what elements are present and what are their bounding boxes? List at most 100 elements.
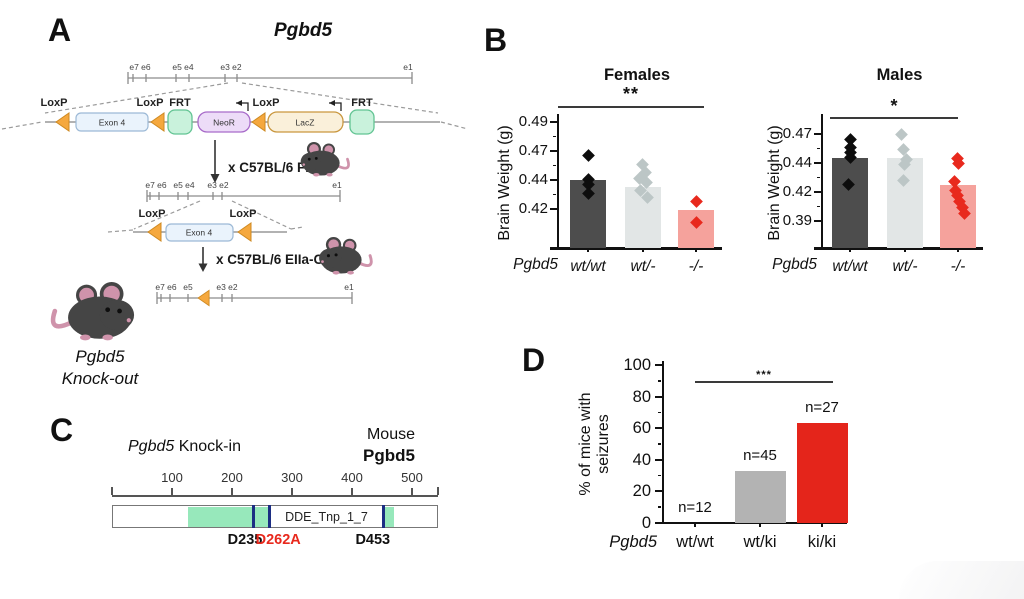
y-tick-mark [655,490,662,493]
x-category-label: wt/- [630,258,656,275]
protein-ruler-tick-label: 300 [281,470,303,485]
frt-label: FRT [169,97,191,109]
protein-ruler-tick [411,488,413,495]
protein-ruler-line [112,495,438,497]
knockout-mouse-illustration [53,282,134,340]
ruler3-exon-label: e7 e6 [155,282,177,292]
x-axis [814,246,983,250]
x-tick-mark [587,248,589,252]
zoom-dashed-lines-1 [1,82,469,130]
mutation-mark [382,505,386,528]
panel-d-label: D [522,342,546,378]
mutation-mark [251,505,255,528]
exon-ruler-3 [156,292,353,304]
loxp-site-icon [237,222,252,242]
y-tick-label: 0.44 [518,171,548,188]
protein-ruler-tick-label: 200 [221,470,243,485]
cross1-label: x C57BL/6 FLP [228,160,323,175]
knockin-title: Pgbd5 Knock-in [128,438,241,456]
cross2-label: x C57BL/6 EIIa-Cre [216,252,337,267]
frt-label: FRT [351,97,373,109]
y-axis-title-line2: seizures [595,414,612,474]
y-tick-label: 100 [623,356,651,374]
protein-ruler-tick-label: 400 [341,470,363,485]
exon4-box-label: Exon 4 [186,228,213,238]
x-tick-mark [642,248,644,252]
y-minor-tick-mark [657,380,661,382]
x-category-label: -/- [688,258,704,275]
significance-line [830,117,958,119]
y-axis [661,361,665,524]
x-category-label: ki/ki [807,533,837,551]
knockout-construction-diagram: Pgbd5 e7 e6 e5 e4 e3 e2 e1 Exon 4 NeoR [1,20,469,388]
ruler1-exon-label: e3 e2 [220,62,242,72]
significance-line [558,106,704,108]
knockout-label-line2: Knock-out [62,369,140,388]
bar-wt/wt [832,158,868,248]
protein-ruler-end-tick [111,487,113,495]
ruler3-exon-label: e1 [344,282,354,292]
y-axis [820,114,824,249]
loxp-label: LoxP [230,208,257,220]
protein-ruler-tick-label: 500 [401,470,423,485]
ruler1-exon-label: e1 [403,62,413,72]
x-tick-mark [957,248,959,252]
females-plot-area: 0.49 0.47 0.44 0.42 wt/wt wt/- -/- [519,113,722,275]
mutation-mark [267,505,271,528]
x-axis-gene-label: Pgbd5 [772,256,817,273]
bar-wt/ki [734,470,786,523]
ruler2-exon-label: e7 e6 [145,180,167,190]
males-plot-area: 0.47 0.44 0.42 0.39 wt/wt wt/- -/- [783,114,983,275]
y-axis-title: % of mice with seizures [577,359,613,529]
y-minor-tick-mark [816,205,820,208]
mouse-label: Mouse [366,426,415,443]
protein-ruler-tick [291,488,293,495]
y-tick-label: 0.44 [782,154,812,171]
n-label: n=45 [743,446,777,464]
loxp-label: LoxP [139,208,166,220]
y-tick-label: 0.47 [782,125,812,142]
x-tick-mark [821,523,823,527]
x-tick-mark [759,523,761,527]
protein-ruler-tick [171,488,173,495]
exon-ruler-1 [127,72,413,84]
y-tick-mark [550,120,557,124]
protein-ruler-tick [231,488,233,495]
protein-ruler-end-tick [437,487,439,495]
x-category-label: wt/- [892,258,918,275]
y-tick-mark [814,190,821,194]
ruler3-exon-label: e3 e2 [216,282,238,292]
ruler3-exon-label: e5 [183,282,193,292]
significance-stars: *** [756,369,772,381]
chart-title: Males [876,66,923,84]
exon4-box [75,112,149,132]
mutation-label: D262A [255,532,301,548]
y-tick-label: 80 [632,387,651,406]
y-tick-mark [655,395,662,398]
x-category-label: wt/wt [832,258,868,275]
seizure-incidence-chart: *** % of mice with seizures 100 80 60 40 20 0… [560,340,860,555]
x-tick-mark [695,248,697,252]
loxp-site-icon [150,112,165,132]
cross1-arrowhead [210,174,220,183]
protein-ruler-tick-label: 100 [161,470,183,485]
loxp-site-icon [251,112,266,132]
y-tick-mark [655,458,662,461]
y-tick-label: 0.42 [782,183,812,200]
x-tick-mark [904,248,906,252]
mouse-illustration [317,235,373,277]
page-corner-decoration [899,561,1024,599]
n-label: n=12 [678,499,712,516]
y-axis [556,114,560,249]
y-tick-mark [655,521,662,525]
knockin-title-gene: Pgbd5 [128,438,175,455]
frt-site-icon [349,109,375,135]
y-tick-label: 0 [641,514,651,532]
chart-title: Females [603,66,671,84]
neor-box [197,111,251,133]
gene-title: Pgbd5 [274,20,332,41]
loxp-label: LoxP [41,97,68,109]
y-tick-mark [814,132,821,136]
loxp-site-icon [55,112,70,132]
cross2-arrowhead [198,263,208,272]
